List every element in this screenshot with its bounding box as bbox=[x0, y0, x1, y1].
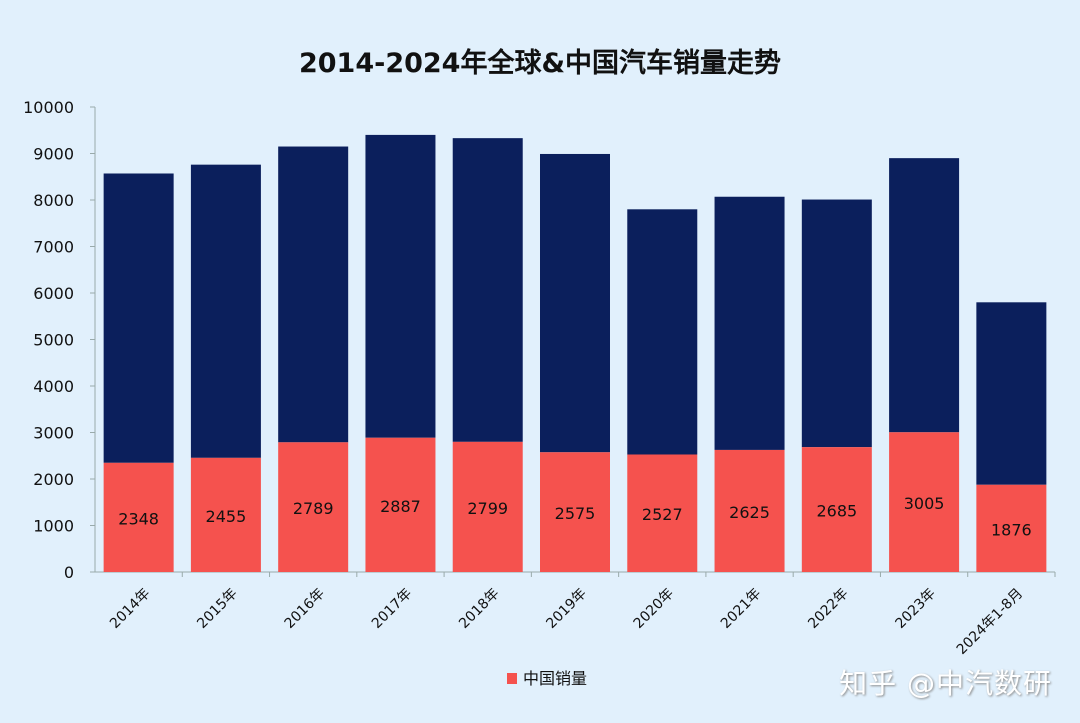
data-label: 2455 bbox=[206, 507, 247, 526]
bar-global bbox=[714, 196, 785, 450]
bar-china bbox=[976, 484, 1047, 572]
bar-global bbox=[889, 158, 960, 433]
y-tick-label: 4000 bbox=[33, 377, 74, 396]
bar-china bbox=[540, 452, 610, 572]
x-tick-label: 2015年 bbox=[194, 586, 240, 632]
x-tick-label: 2023年 bbox=[893, 586, 939, 632]
legend-label-china: 中国销量 bbox=[523, 669, 587, 688]
bar-china bbox=[190, 457, 261, 572]
data-label: 2625 bbox=[729, 503, 770, 522]
bar-global bbox=[365, 134, 436, 438]
x-tick-label: 2018年 bbox=[456, 586, 502, 632]
data-label: 2887 bbox=[380, 497, 421, 516]
x-tick-label: 2020年 bbox=[631, 586, 677, 632]
y-tick-label: 7000 bbox=[33, 238, 74, 257]
chart-title: 2014-2024年全球&中国汽车销量走势 bbox=[299, 47, 781, 79]
data-label: 2527 bbox=[642, 505, 683, 524]
data-label: 2685 bbox=[816, 502, 857, 521]
y-tick-label: 0 bbox=[64, 563, 74, 582]
bar-china bbox=[452, 441, 523, 572]
bar-china bbox=[889, 432, 960, 572]
bar-china bbox=[103, 462, 174, 572]
x-tick-label: 2014年 bbox=[107, 586, 153, 632]
bar-china bbox=[627, 454, 698, 572]
bar-global bbox=[452, 138, 523, 442]
bar-china bbox=[278, 442, 349, 572]
y-tick-label: 10000 bbox=[23, 98, 74, 117]
data-label: 1876 bbox=[991, 520, 1032, 539]
y-tick-label: 3000 bbox=[33, 424, 74, 443]
watermark: 知乎 @中汽数研 bbox=[839, 667, 1052, 700]
x-tick-label: 2024年1-8月 bbox=[954, 586, 1026, 658]
data-label: 2799 bbox=[467, 499, 508, 518]
bar-global bbox=[976, 302, 1047, 485]
bar-global bbox=[540, 153, 610, 453]
bar-global bbox=[190, 164, 261, 458]
x-tick-label: 2019年 bbox=[543, 586, 589, 632]
x-tick-label: 2017年 bbox=[369, 586, 415, 632]
y-tick-label: 6000 bbox=[33, 284, 74, 303]
bar-global bbox=[627, 209, 698, 455]
bar-global bbox=[103, 173, 174, 463]
x-tick-label: 2016年 bbox=[282, 586, 328, 632]
x-tick-label: 2022年 bbox=[805, 586, 851, 632]
x-tick-label: 2021年 bbox=[718, 586, 764, 632]
data-label: 2575 bbox=[555, 504, 596, 523]
data-label: 2348 bbox=[118, 509, 159, 528]
data-label: 3005 bbox=[904, 494, 945, 513]
bar-global bbox=[801, 199, 872, 448]
bar-china bbox=[714, 449, 785, 572]
data-label: 2789 bbox=[293, 499, 334, 518]
y-tick-label: 8000 bbox=[33, 191, 74, 210]
legend-swatch-china bbox=[507, 673, 517, 684]
y-tick-label: 5000 bbox=[33, 331, 74, 350]
y-tick-label: 9000 bbox=[33, 145, 74, 164]
bar-global bbox=[278, 146, 349, 443]
y-tick-label: 1000 bbox=[33, 517, 74, 536]
y-tick-label: 2000 bbox=[33, 470, 74, 489]
bar-china bbox=[365, 437, 436, 572]
bar-china bbox=[801, 447, 872, 572]
